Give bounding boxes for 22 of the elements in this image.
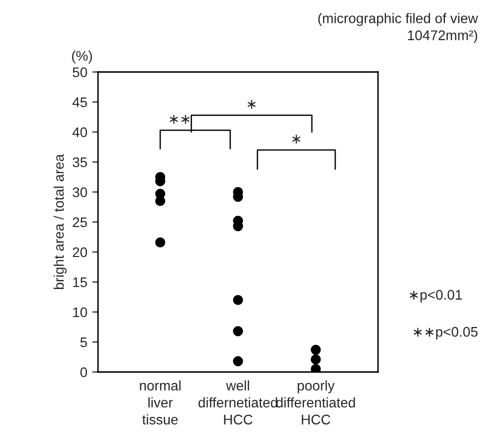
y-tick-label: 15: [73, 277, 88, 288]
y-tick-label: 50: [72, 67, 88, 78]
y-tick-label: 45: [72, 97, 88, 108]
y-tick-label: 10: [73, 307, 88, 318]
annotation: ∗: [248, 100, 256, 109]
y-tick-label: 40: [72, 127, 88, 138]
x-tick-label: well differnetiated HCC: [198, 380, 278, 424]
text: (%): [72, 50, 92, 64]
annotation: ∗∗: [170, 115, 190, 124]
text: ∗p<0.01: [410, 290, 462, 302]
y-tick-label: 30: [72, 187, 88, 198]
annotation: ∗: [292, 134, 300, 144]
y-tick-label: 0: [80, 367, 88, 378]
text: ∗∗p<0.05: [414, 326, 478, 340]
x-tick-label: poorly differentiated HCC: [276, 380, 355, 424]
y-tick-label: 35: [72, 157, 88, 168]
y-tick-label: 5: [80, 337, 87, 348]
y-tick-label: 20: [72, 247, 88, 258]
text: (micrographic filed of view 10472mm²): [318, 13, 478, 43]
x-tick-label: normal liver tissue: [140, 380, 181, 424]
y-tick-label: 25: [72, 217, 88, 228]
y-axis-title: bright area / total area: [54, 154, 67, 290]
